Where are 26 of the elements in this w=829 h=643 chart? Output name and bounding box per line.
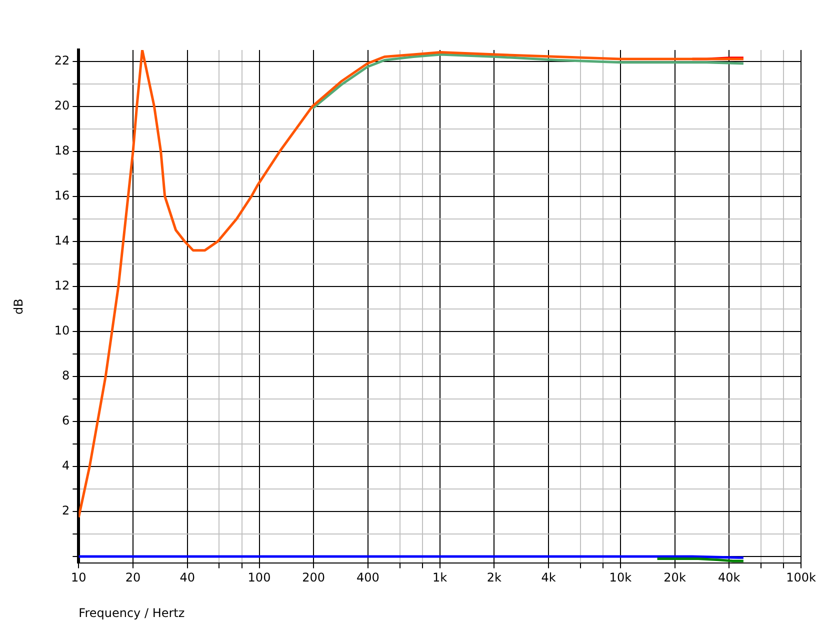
x-tick-label: 4k <box>541 570 556 585</box>
x-tick-label: 100 <box>248 570 271 585</box>
x-tick-label: 2k <box>486 570 502 585</box>
x-tick-label: 20k <box>664 570 686 585</box>
x-tick-label: 400 <box>356 570 380 585</box>
x-tick-label: 100k <box>786 570 816 585</box>
y-tick-label: 20 <box>54 98 70 112</box>
x-tick-label: 200 <box>302 570 326 585</box>
y-tick-label: 4 <box>62 458 70 473</box>
y-tick-label: 16 <box>54 188 70 202</box>
y-tick-label: 12 <box>54 278 70 292</box>
y-tick-label: 6 <box>62 414 70 428</box>
y-tick-label: 18 <box>54 143 70 158</box>
x-axis-title: Frequency / Hertz <box>78 606 185 620</box>
x-tick-label: 10 <box>71 570 86 585</box>
y-tick-label: 8 <box>62 368 70 382</box>
y-tick-label: 14 <box>54 233 70 248</box>
y-tick-label: 22 <box>54 53 70 68</box>
x-tick-label: 40k <box>718 570 740 585</box>
x-tick-label: 20 <box>125 570 141 585</box>
y-tick-label: 2 <box>62 504 70 518</box>
y-axis-title: dB <box>11 298 26 315</box>
x-tick-label: 1k <box>432 570 448 585</box>
x-tick-label: 40 <box>180 570 196 585</box>
x-tick-label: 10k <box>609 570 632 585</box>
y-tick-label: 10 <box>54 323 70 338</box>
